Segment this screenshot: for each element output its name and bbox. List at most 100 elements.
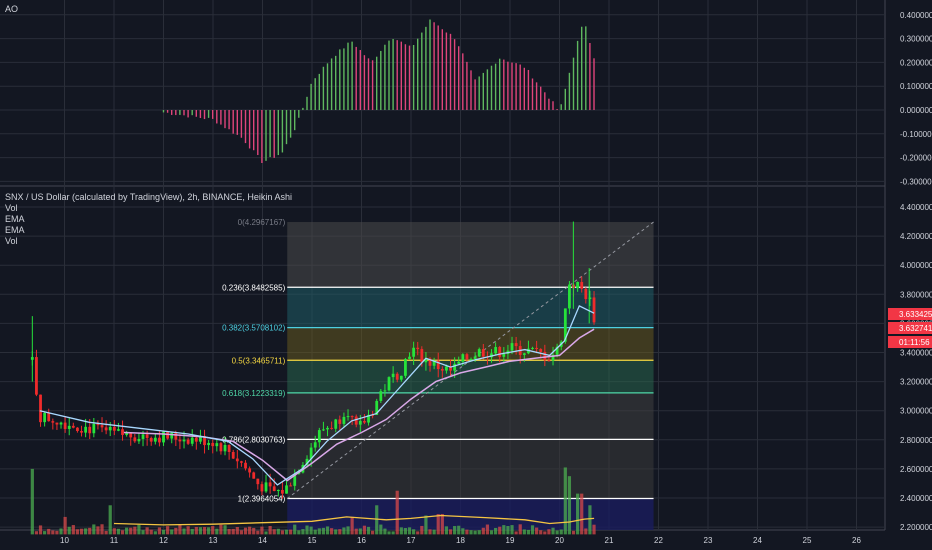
candle-body: [399, 375, 403, 380]
candle-body: [539, 349, 543, 352]
volume-bar: [157, 527, 162, 535]
volume-bar: [547, 529, 551, 535]
ao-histogram: [162, 19, 595, 163]
volume-bar: [289, 529, 293, 535]
fib-zone: [287, 439, 654, 499]
volume-bar: [485, 524, 490, 535]
volume-bar: [239, 530, 244, 535]
fibonacci-retracement[interactable]: 0(4.2967167) 0.236(3.8482585) 0.382(3.5708…: [222, 218, 654, 530]
candle-body: [104, 427, 108, 431]
volume-bar: [153, 531, 157, 535]
volume-bar: [194, 526, 198, 535]
volume-bar: [174, 527, 178, 535]
volume-bar: [334, 529, 338, 535]
volume-bar: [43, 531, 47, 535]
candle-body: [535, 347, 539, 350]
volume-bar: [559, 529, 563, 535]
candle-body: [326, 427, 329, 430]
candle-body: [88, 426, 92, 434]
volume-bar: [375, 505, 379, 535]
volume-bar: [518, 524, 522, 535]
volume-bar: [309, 526, 313, 535]
fib-zone: [287, 327, 654, 361]
candlesticks: [30, 221, 596, 499]
volume-bar: [141, 530, 145, 535]
volume-bar: [186, 526, 190, 535]
fib-level-label: 0.5(3.3465711): [232, 356, 286, 365]
ao-axis-tick: 0.0000000: [900, 106, 932, 115]
fib-zone: [287, 287, 654, 328]
candle-body: [490, 353, 493, 358]
candle-body: [461, 354, 465, 362]
volume-bar: [297, 530, 301, 535]
candle-body: [178, 439, 182, 442]
volume-bar: [584, 528, 588, 535]
candle-body: [449, 366, 452, 371]
candle-body: [563, 308, 567, 342]
candle-body: [428, 358, 432, 366]
volume-bar: [129, 527, 133, 535]
candle-body: [551, 354, 555, 361]
candle-body: [317, 430, 321, 443]
candle-body: [309, 447, 313, 459]
candle-body: [96, 423, 100, 426]
volume-bar: [276, 528, 280, 535]
candle-body: [223, 444, 227, 452]
time-axis-tick: 11: [110, 536, 119, 545]
volume-bar: [461, 528, 465, 535]
volume-bar: [530, 525, 535, 535]
candle-body: [289, 485, 293, 487]
volume-bar: [494, 527, 498, 535]
volume-bar: [321, 527, 326, 535]
volume-bar: [198, 527, 203, 535]
price-tag-label: 01:11:56: [899, 338, 930, 347]
ema-slow-line: [123, 328, 595, 482]
candle-body: [39, 394, 42, 423]
candle-body: [588, 297, 592, 300]
volume-bar: [346, 526, 350, 535]
main-legend-item: Vol: [5, 236, 18, 246]
candle-body: [162, 431, 165, 443]
candle-body: [473, 356, 477, 359]
price-tag: [888, 322, 932, 334]
volume-bar: [202, 527, 207, 535]
volume-bar: [571, 530, 576, 535]
candle-body: [412, 347, 416, 357]
volume-bar: [104, 530, 108, 535]
main-legend-item: EMA: [5, 214, 25, 224]
volume-bar: [473, 530, 477, 535]
candle-body: [260, 484, 264, 492]
volume-bar: [108, 505, 112, 535]
volume-bar: [235, 526, 239, 535]
time-axis-tick: 19: [506, 536, 515, 545]
volume-bar: [539, 530, 543, 535]
candle-body: [334, 419, 338, 429]
candle-body: [276, 489, 280, 492]
volume-bar: [325, 526, 330, 535]
indicator-lines: [39, 305, 595, 526]
volume-bar: [170, 529, 174, 535]
volume-bar: [112, 528, 116, 535]
candle-body: [514, 343, 518, 347]
volume-bar: [407, 527, 412, 535]
candle-body: [330, 427, 334, 429]
volume-bar: [190, 528, 194, 535]
volume-bar: [481, 527, 485, 535]
candle-body: [207, 442, 211, 446]
candle-body: [568, 284, 571, 309]
volume-bar: [145, 527, 149, 535]
candle-body: [531, 347, 534, 349]
time-axis-tick: 12: [159, 536, 168, 545]
candle-body: [158, 437, 161, 443]
volume-bar: [84, 528, 88, 535]
candle-body: [305, 458, 309, 465]
main-legend-item: EMA: [5, 225, 25, 235]
volume-bar: [219, 524, 223, 535]
ao-legend-title: AO: [5, 4, 18, 14]
